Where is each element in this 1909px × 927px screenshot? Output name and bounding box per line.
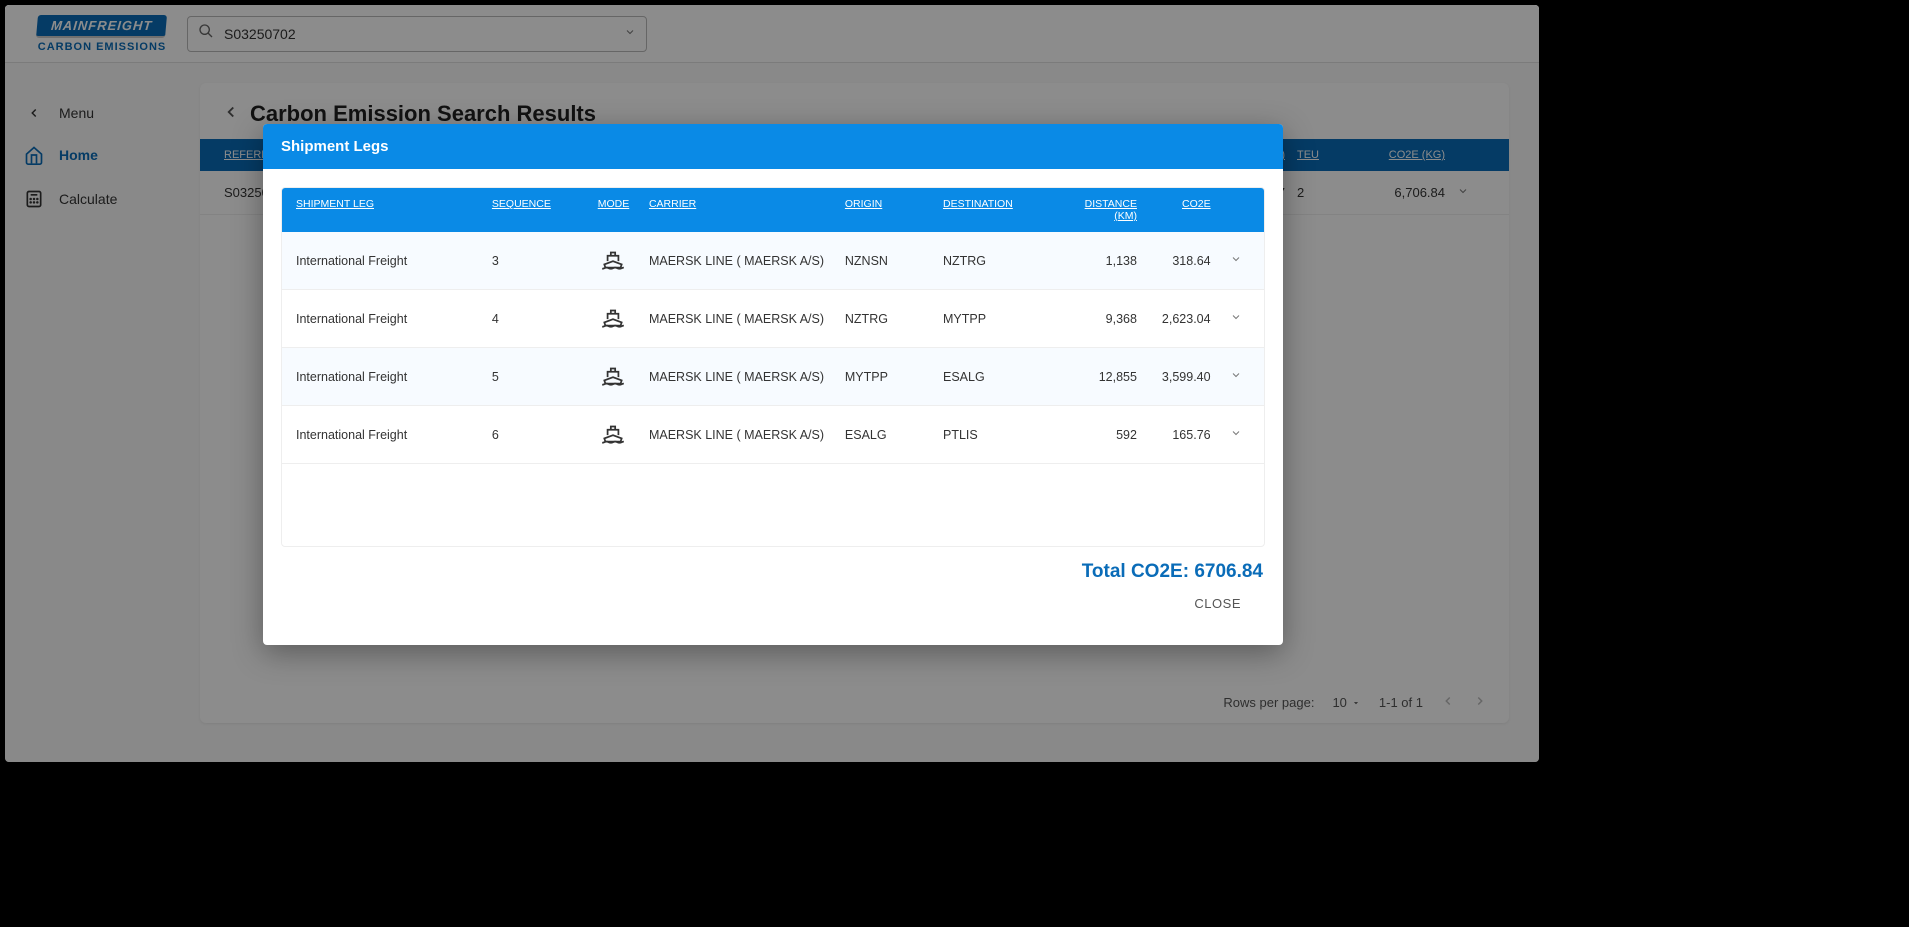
- expand-row-icon[interactable]: [1217, 311, 1256, 326]
- table-row[interactable]: International Freight3 MAERSK LINE ( MAER…: [282, 232, 1264, 290]
- total-co2e: Total CO2E: 6706.84: [281, 547, 1265, 589]
- cell-sequence: 4: [486, 312, 584, 326]
- ship-icon: [584, 362, 643, 391]
- col-sequence[interactable]: SEQUENCE: [486, 198, 584, 222]
- cell-co2e: 318.64: [1143, 254, 1217, 268]
- col-origin[interactable]: ORIGIN: [839, 198, 937, 222]
- col-mode[interactable]: MODE: [584, 198, 643, 222]
- ship-icon: [584, 304, 643, 333]
- modal-title: Shipment Legs: [263, 124, 1283, 169]
- expand-row-icon[interactable]: [1217, 427, 1256, 442]
- cell-destination: NZTRG: [937, 254, 1055, 268]
- cell-distance: 9,368: [1055, 312, 1143, 326]
- cell-origin: ESALG: [839, 428, 937, 442]
- cell-sequence: 6: [486, 428, 584, 442]
- cell-destination: ESALG: [937, 370, 1055, 384]
- app-window: MAINFREIGHT CARBON EMISSIONS S03250702 M…: [5, 5, 1539, 762]
- shipment-legs-modal: Shipment Legs SHIPMENT LEG SEQUENCE MODE…: [263, 124, 1283, 645]
- cell-carrier: MAERSK LINE ( MAERSK A/S): [643, 254, 839, 268]
- cell-leg: International Freight: [290, 312, 486, 326]
- cell-origin: NZNSN: [839, 254, 937, 268]
- col-shipment-leg[interactable]: SHIPMENT LEG: [290, 198, 486, 222]
- cell-leg: International Freight: [290, 370, 486, 384]
- expand-row-icon[interactable]: [1217, 253, 1256, 268]
- cell-origin: MYTPP: [839, 370, 937, 384]
- cell-origin: NZTRG: [839, 312, 937, 326]
- table-row[interactable]: International Freight5 MAERSK LINE ( MAER…: [282, 348, 1264, 406]
- legs-table-header: SHIPMENT LEG SEQUENCE MODE CARRIER ORIGI…: [282, 188, 1264, 232]
- cell-co2e: 165.76: [1143, 428, 1217, 442]
- cell-carrier: MAERSK LINE ( MAERSK A/S): [643, 428, 839, 442]
- cell-leg: International Freight: [290, 428, 486, 442]
- table-row[interactable]: International Freight6 MAERSK LINE ( MAER…: [282, 406, 1264, 464]
- legs-table: SHIPMENT LEG SEQUENCE MODE CARRIER ORIGI…: [281, 187, 1265, 547]
- cell-co2e: 2,623.04: [1143, 312, 1217, 326]
- ship-icon: [584, 246, 643, 275]
- close-button[interactable]: CLOSE: [1184, 590, 1251, 617]
- expand-row-icon[interactable]: [1217, 369, 1256, 384]
- col-carrier[interactable]: CARRIER: [643, 198, 839, 222]
- col-co2e[interactable]: CO2E: [1143, 198, 1217, 222]
- cell-destination: PTLIS: [937, 428, 1055, 442]
- table-row[interactable]: International Freight4 MAERSK LINE ( MAER…: [282, 290, 1264, 348]
- cell-leg: International Freight: [290, 254, 486, 268]
- cell-sequence: 3: [486, 254, 584, 268]
- cell-distance: 12,855: [1055, 370, 1143, 384]
- cell-carrier: MAERSK LINE ( MAERSK A/S): [643, 370, 839, 384]
- cell-destination: MYTPP: [937, 312, 1055, 326]
- cell-distance: 1,138: [1055, 254, 1143, 268]
- cell-distance: 592: [1055, 428, 1143, 442]
- ship-icon: [584, 420, 643, 449]
- cell-carrier: MAERSK LINE ( MAERSK A/S): [643, 312, 839, 326]
- col-destination[interactable]: DESTINATION: [937, 198, 1055, 222]
- col-distance[interactable]: DISTANCE (KM): [1055, 198, 1143, 222]
- cell-sequence: 5: [486, 370, 584, 384]
- cell-co2e: 3,599.40: [1143, 370, 1217, 384]
